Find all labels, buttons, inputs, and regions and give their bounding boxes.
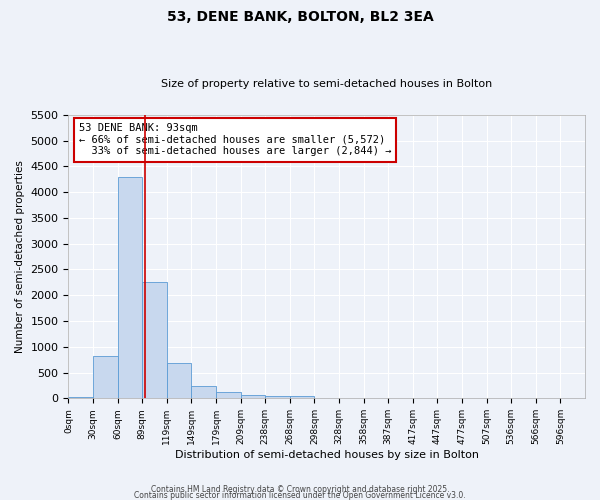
- Title: Size of property relative to semi-detached houses in Bolton: Size of property relative to semi-detach…: [161, 79, 493, 89]
- Bar: [290, 396, 314, 398]
- Text: 53 DENE BANK: 93sqm
← 66% of semi-detached houses are smaller (5,572)
  33% of s: 53 DENE BANK: 93sqm ← 66% of semi-detach…: [79, 124, 391, 156]
- Bar: [216, 392, 241, 398]
- Bar: [167, 364, 191, 398]
- Bar: [93, 356, 118, 399]
- Bar: [118, 176, 142, 398]
- X-axis label: Distribution of semi-detached houses by size in Bolton: Distribution of semi-detached houses by …: [175, 450, 479, 460]
- Y-axis label: Number of semi-detached properties: Number of semi-detached properties: [15, 160, 25, 353]
- Bar: [142, 282, 167, 399]
- Bar: [241, 394, 265, 398]
- Bar: [68, 397, 93, 398]
- Bar: [191, 386, 216, 398]
- Text: 53, DENE BANK, BOLTON, BL2 3EA: 53, DENE BANK, BOLTON, BL2 3EA: [167, 10, 433, 24]
- Text: Contains public sector information licensed under the Open Government Licence v3: Contains public sector information licen…: [134, 490, 466, 500]
- Bar: [265, 396, 290, 398]
- Text: Contains HM Land Registry data © Crown copyright and database right 2025.: Contains HM Land Registry data © Crown c…: [151, 484, 449, 494]
